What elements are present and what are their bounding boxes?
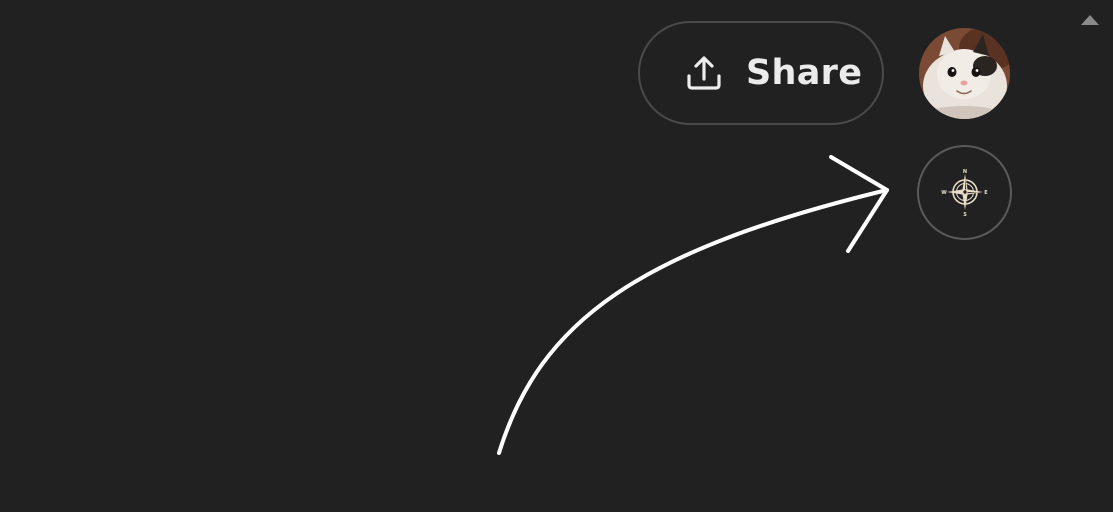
compass-icon: N E S W: [941, 169, 988, 218]
compass-w-label: W: [941, 189, 947, 195]
explore-gpts-button[interactable]: N E S W: [917, 145, 1012, 240]
compass-s-label: S: [963, 212, 967, 218]
compass-n-label: N: [962, 169, 966, 175]
upload-icon: [684, 53, 724, 93]
cat-avatar: [919, 28, 1010, 119]
compass-e-label: E: [984, 189, 988, 195]
scroll-up-button[interactable]: [1080, 14, 1100, 26]
user-avatar[interactable]: [919, 28, 1010, 119]
share-label: Share: [746, 53, 863, 93]
triangle-up-icon: [1081, 15, 1099, 25]
share-button[interactable]: Share: [638, 21, 884, 125]
